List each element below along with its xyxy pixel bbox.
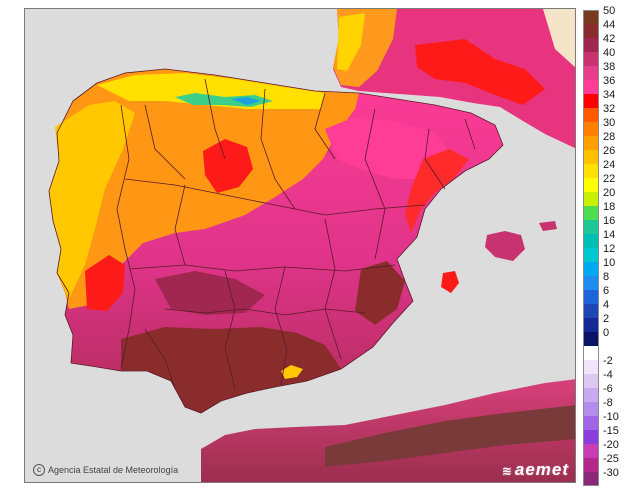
legend-swatch xyxy=(583,388,599,402)
alps-corner xyxy=(543,9,575,68)
legend-label: 18 xyxy=(603,201,616,213)
legend-swatch xyxy=(583,276,599,290)
province-borders xyxy=(116,78,476,390)
legend-swatch xyxy=(583,374,599,388)
legend-swatch xyxy=(583,10,599,24)
legend-label: 12 xyxy=(603,243,616,255)
ibiza-island xyxy=(441,271,459,293)
legend-swatch xyxy=(583,122,599,136)
legend-swatch xyxy=(583,94,599,108)
legend-label: 2 xyxy=(603,313,610,325)
legend-swatch xyxy=(583,178,599,192)
legend-label: -6 xyxy=(603,383,613,395)
legend-swatch xyxy=(583,164,599,178)
legend-label: 28 xyxy=(603,131,616,143)
legend-label: 32 xyxy=(603,103,616,115)
copyright-icon: c xyxy=(33,464,45,476)
legend-label: 36 xyxy=(603,75,616,87)
legend-label: 26 xyxy=(603,145,616,157)
legend-label: 50 xyxy=(603,5,616,17)
legend-label: -15 xyxy=(603,425,619,437)
map-graphic xyxy=(25,9,575,482)
legend-swatch xyxy=(583,290,599,304)
legend-swatch xyxy=(583,444,599,458)
legend-swatch xyxy=(583,332,599,346)
legend-swatch xyxy=(583,192,599,206)
legend-swatch xyxy=(583,318,599,332)
legend-label: 30 xyxy=(603,117,616,129)
legend-swatch xyxy=(583,220,599,234)
legend-label: 8 xyxy=(603,271,610,283)
atlas-darker-band xyxy=(325,405,575,467)
legend-label: 22 xyxy=(603,173,616,185)
legend-swatch xyxy=(583,66,599,80)
legend-swatch xyxy=(583,38,599,52)
legend-swatch xyxy=(583,262,599,276)
legend-swatch xyxy=(583,360,599,374)
legend-label: -8 xyxy=(603,397,613,409)
legend-swatch xyxy=(583,108,599,122)
legend-label: 10 xyxy=(603,257,616,269)
murcia-hot-area xyxy=(355,261,405,325)
legend-swatch xyxy=(583,136,599,150)
legend-label: -25 xyxy=(603,453,619,465)
france-hot-band xyxy=(415,39,545,105)
legend-swatch xyxy=(583,416,599,430)
portugal-red-patch xyxy=(85,255,125,311)
legend-label: -30 xyxy=(603,467,619,479)
legend-label: 24 xyxy=(603,159,616,171)
temperature-legend: 50 44 42 40 38 36 34 32 30 28 26 24 22 20 18 16 14 12 10 8 6… xyxy=(583,5,629,488)
legend-swatch xyxy=(583,346,599,360)
france-yellow-west xyxy=(337,13,365,71)
legend-swatch xyxy=(583,304,599,318)
legend-swatch xyxy=(583,472,599,486)
legend-swatch xyxy=(583,206,599,220)
aemet-logo-icon: ≋ xyxy=(501,464,513,478)
legend-label: 44 xyxy=(603,19,616,31)
guadiana-hot-area xyxy=(155,271,265,315)
north-africa-region xyxy=(201,379,575,482)
legend-label: 34 xyxy=(603,89,616,101)
legend-label: -20 xyxy=(603,439,619,451)
legend-swatch xyxy=(583,234,599,248)
andalusia-hot-area xyxy=(121,327,341,413)
map-credit: c Agencia Estatal de Meteorología xyxy=(33,464,178,476)
legend-swatch xyxy=(583,52,599,66)
legend-label: 14 xyxy=(603,229,616,241)
menorca-island xyxy=(539,221,557,231)
temperature-map: c Agencia Estatal de Meteorología ≋ aemet xyxy=(24,8,576,483)
legend-label: 0 xyxy=(603,327,610,339)
legend-label: 42 xyxy=(603,33,616,45)
legend-swatch xyxy=(583,430,599,444)
legend-label: 6 xyxy=(603,285,610,297)
cantabrian-blue-spots xyxy=(231,97,261,105)
legend-swatch xyxy=(583,458,599,472)
legend-swatch xyxy=(583,24,599,38)
aemet-logo: ≋ aemet xyxy=(502,460,569,480)
galicia-yellow-band xyxy=(49,101,135,299)
legend-label: 20 xyxy=(603,187,616,199)
mallorca-island xyxy=(485,231,525,261)
sierra-nevada-cool xyxy=(281,365,303,379)
legend-swatch xyxy=(583,80,599,94)
legend-label: 4 xyxy=(603,299,610,311)
levante-red-band xyxy=(405,149,469,233)
legend-swatch xyxy=(583,150,599,164)
legend-label: 40 xyxy=(603,47,616,59)
legend-label: 38 xyxy=(603,61,616,73)
legend-swatch xyxy=(583,402,599,416)
legend-swatch xyxy=(583,248,599,262)
brand-text: aemet xyxy=(514,460,569,479)
castilla-red-hotspot xyxy=(203,139,253,193)
legend-label: 16 xyxy=(603,215,616,227)
legend-label: -2 xyxy=(603,355,613,367)
credit-text: Agencia Estatal de Meteorología xyxy=(48,465,179,475)
legend-label: -10 xyxy=(603,411,619,423)
coastline xyxy=(48,68,504,414)
legend-label: -4 xyxy=(603,369,613,381)
